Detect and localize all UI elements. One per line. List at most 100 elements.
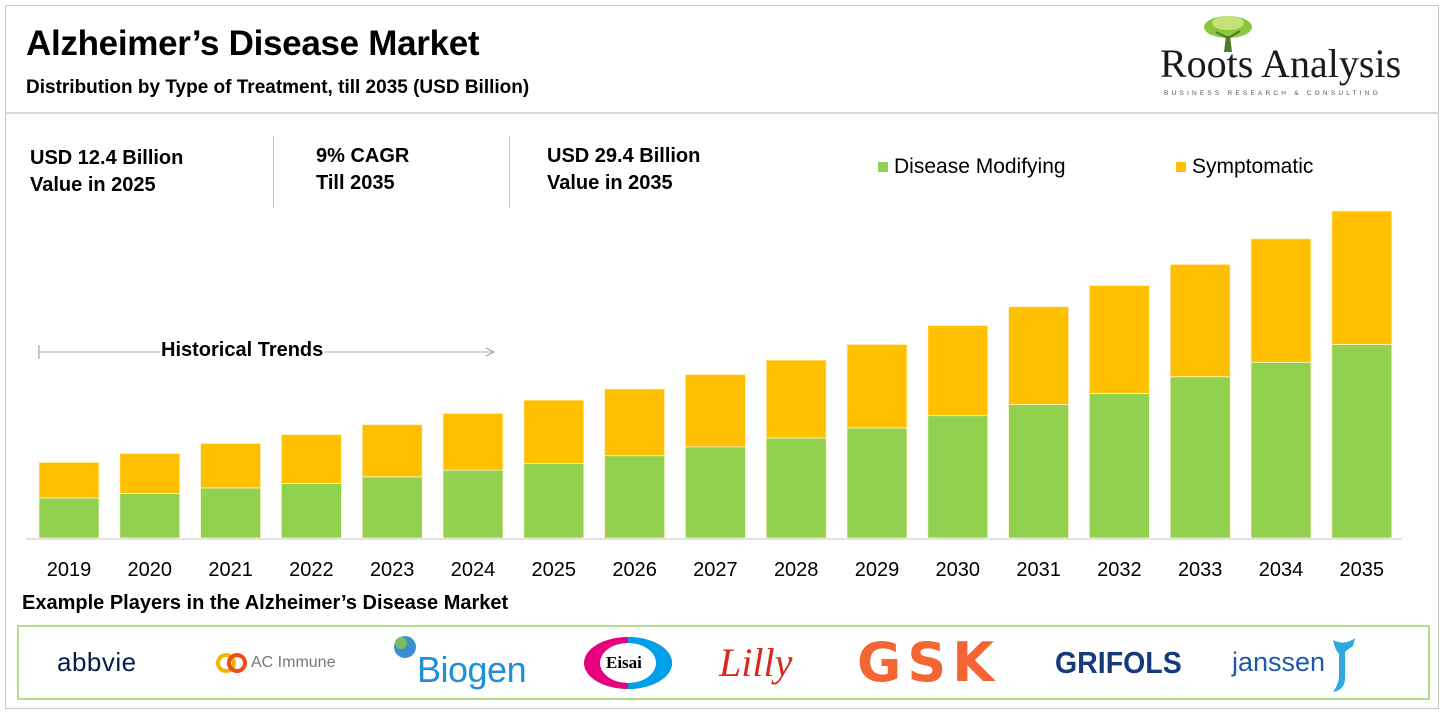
logo-text: Eisai (606, 652, 642, 672)
bar-symptomatic-2029 (846, 344, 908, 429)
logo-text: janssen (1232, 647, 1326, 677)
bar-disease-modifying-2019 (38, 497, 100, 539)
x-tick-label: 2030 (936, 559, 981, 581)
logo-text: Biogen (417, 648, 527, 690)
bar-disease-modifying-2033 (1169, 376, 1231, 539)
bar-symptomatic-2019 (38, 461, 100, 499)
bar-symptomatic-2023 (361, 424, 423, 478)
bar-symptomatic-2030 (927, 325, 989, 417)
stat-divider (509, 136, 510, 208)
stat-divider (273, 136, 274, 208)
bar-symptomatic-2021 (200, 443, 262, 489)
x-tick-label: 2032 (1097, 559, 1142, 581)
bar-symptomatic-2024 (442, 413, 504, 471)
eisai-logo: Eisai (582, 627, 674, 698)
bar-disease-modifying-2035 (1331, 344, 1393, 539)
stat-2035-value: USD 29.4 Billion Value in 2035 (547, 143, 700, 197)
bar-disease-modifying-2020 (119, 493, 181, 539)
bar-disease-modifying-2028 (765, 437, 827, 539)
x-tick-label: 2031 (1016, 559, 1061, 581)
players-title: Example Players in the Alzheimer’s Disea… (22, 592, 509, 614)
gsk-logo: GSK (857, 627, 1000, 698)
x-tick-label: 2035 (1340, 559, 1385, 581)
bar-disease-modifying-2030 (927, 415, 989, 539)
legend-item-symptomatic: Symptomatic (1176, 155, 1313, 179)
bar-symptomatic-2034 (1250, 238, 1312, 363)
bar-disease-modifying-2025 (523, 463, 585, 539)
bar-symptomatic-2035 (1331, 210, 1393, 345)
players-logo-strip: abbvie AC Immune Biogen Eisai Lilly GSK … (17, 625, 1430, 700)
stat-caption: Value in 2025 (30, 174, 156, 196)
stat-caption: Value in 2035 (547, 172, 673, 194)
x-tick-label: 2027 (693, 559, 738, 581)
ac-immune-logo: AC Immune (215, 627, 335, 698)
bar-disease-modifying-2029 (846, 427, 908, 539)
stacked-bar-chart: 2019 2020 2021 2022 2023 2024 2025 2026 2027 2028… (26, 210, 1402, 581)
bar-symptomatic-2026 (604, 388, 665, 457)
tree-icon (1204, 16, 1252, 52)
brand-tagline: BUSINESS RESEARCH & CONSULTING (1164, 90, 1381, 97)
brand-name: Roots Analysis (1160, 41, 1402, 86)
ac-immune-rings-icon (216, 652, 247, 673)
bar-disease-modifying-2024 (442, 469, 504, 539)
brand-logo: Roots Analysis BUSINESS RESEARCH & CONSU… (1150, 14, 1425, 106)
janssen-logo: janssen (1232, 627, 1359, 698)
x-tick-label: 2022 (289, 559, 334, 581)
page-subtitle: Distribution by Type of Treatment, till … (26, 77, 530, 98)
stat-cagr: 9% CAGR Till 2035 (316, 143, 409, 197)
x-tick-label: 2025 (532, 559, 577, 581)
page-title: Alzheimer’s Disease Market (26, 24, 480, 63)
bar-symptomatic-2028 (765, 359, 827, 439)
infographic-frame (5, 5, 1439, 709)
eisai-ellipse-icon (584, 636, 672, 689)
bar-symptomatic-2032 (1089, 285, 1150, 394)
stat-value: USD 12.4 Billion (30, 147, 184, 169)
bar-symptomatic-2033 (1169, 263, 1231, 378)
historical-trends-annotation: Historical Trends (38, 338, 498, 364)
x-tick-label: 2020 (128, 559, 173, 581)
bar-disease-modifying-2034 (1250, 361, 1312, 539)
bar-disease-modifying-2031 (1008, 404, 1069, 539)
bar-symptomatic-2031 (1008, 306, 1069, 405)
logo-text: GRIFOLS (1055, 644, 1182, 680)
legend-swatch (1176, 162, 1186, 172)
header-divider (5, 112, 1439, 114)
x-tick-label: 2021 (208, 559, 253, 581)
legend-label: Disease Modifying (894, 155, 1066, 178)
bar-disease-modifying-2021 (200, 487, 262, 539)
bar-disease-modifying-2023 (361, 476, 423, 539)
x-tick-label: 2019 (47, 559, 92, 581)
abbvie-logo: abbvie (57, 627, 137, 698)
grifols-logo: GRIFOLS (1055, 627, 1193, 698)
lilly-logo: Lilly (719, 627, 792, 698)
janssen-j-icon (1333, 637, 1356, 692)
biogen-logo: Biogen (391, 627, 527, 698)
x-tick-label: 2023 (370, 559, 415, 581)
x-tick-label: 2024 (451, 559, 496, 581)
stat-caption: Till 2035 (316, 172, 395, 194)
stat-value: USD 29.4 Billion (547, 145, 701, 167)
bar-symptomatic-2025 (523, 399, 585, 464)
logo-text: GSK (857, 631, 1001, 694)
x-tick-label: 2028 (774, 559, 819, 581)
logo-text: AC Immune (251, 653, 336, 671)
x-tick-label: 2026 (612, 559, 657, 581)
logo-text: Lilly (719, 640, 793, 685)
bar-disease-modifying-2022 (280, 483, 342, 539)
bar-disease-modifying-2032 (1089, 393, 1150, 539)
stat-value: 9% CAGR (316, 145, 410, 167)
bar-symptomatic-2027 (685, 374, 746, 448)
x-tick-label: 2033 (1178, 559, 1223, 581)
biogen-droplet-icon (394, 636, 416, 658)
bar-symptomatic-2022 (280, 434, 342, 484)
logo-text: abbvie (57, 647, 137, 677)
historical-trends-label: Historical Trends (160, 339, 325, 362)
bar-symptomatic-2020 (119, 453, 181, 494)
legend-label: Symptomatic (1192, 155, 1314, 178)
legend-item-disease-modifying: Disease Modifying (878, 155, 1066, 179)
bar-disease-modifying-2027 (685, 446, 746, 539)
x-tick-label: 2034 (1259, 559, 1304, 581)
stat-2025-value: USD 12.4 Billion Value in 2025 (30, 145, 183, 199)
bar-disease-modifying-2026 (604, 455, 665, 539)
legend-swatch (878, 162, 888, 172)
